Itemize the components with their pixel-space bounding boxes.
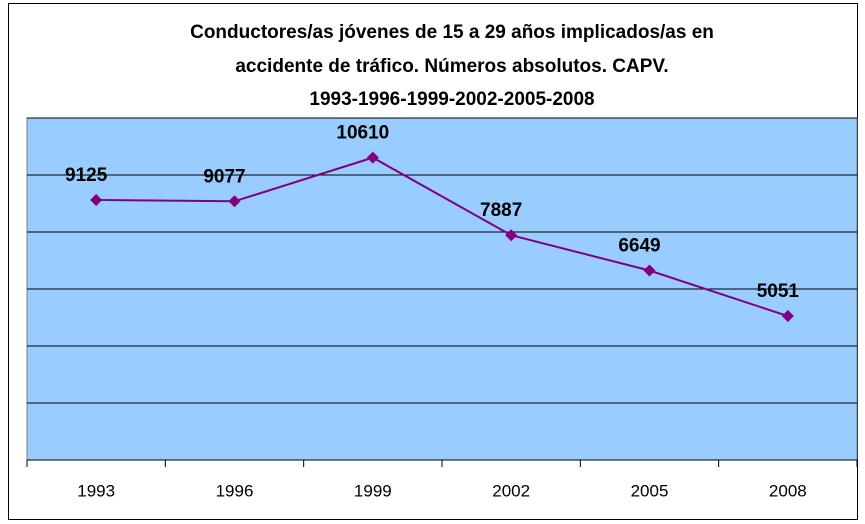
- marker: [90, 193, 103, 206]
- chart-title: 1993-1996-1999-2002-2005-2008: [309, 89, 594, 110]
- data-label: 9077: [203, 166, 245, 187]
- marker: [366, 151, 379, 164]
- line: [96, 156, 789, 317]
- x-tick-label: 2008: [769, 481, 807, 500]
- data-label: 6649: [618, 236, 660, 257]
- data-label: 10610: [336, 123, 389, 144]
- data-label: 7887: [480, 200, 522, 221]
- marker: [643, 264, 656, 277]
- marker: [781, 310, 794, 323]
- marker: [228, 195, 241, 208]
- marker: [505, 229, 518, 242]
- x-tick-label: 1993: [77, 481, 115, 500]
- x-tick-label: 2002: [492, 481, 530, 500]
- x-tick-label: 2005: [631, 481, 669, 500]
- chart-title: Conductores/as jóvenes de 15 a 29 años i…: [190, 22, 714, 43]
- data-label: 9125: [65, 165, 108, 186]
- chart-title: accidente de tráfico. Números absolutos.…: [235, 56, 668, 77]
- x-tick-label: 1996: [216, 481, 254, 500]
- data-label: 5051: [757, 281, 800, 302]
- x-tick-label: 1999: [354, 481, 392, 500]
